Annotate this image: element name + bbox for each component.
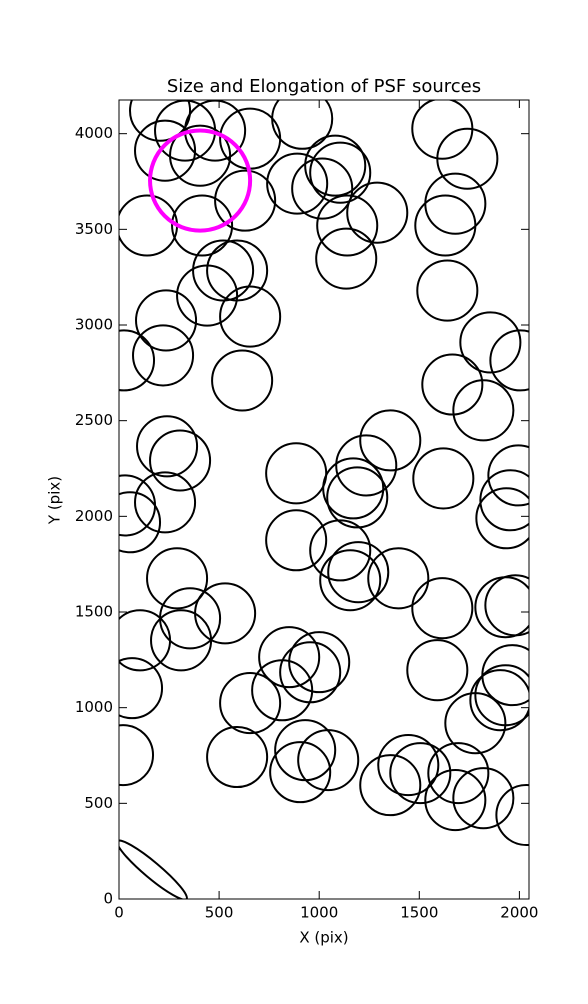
y-tick-label: 1500 — [75, 603, 113, 621]
source-circle — [416, 259, 479, 322]
source-circle — [134, 471, 197, 534]
source-circle — [346, 181, 409, 244]
source-circle — [452, 379, 515, 442]
x-tick-label: 0 — [114, 904, 124, 922]
source-circle — [150, 609, 213, 672]
source-circle — [214, 169, 277, 232]
source-circle — [452, 767, 515, 830]
source-circle — [487, 444, 529, 507]
source-circle — [469, 669, 529, 732]
source-circle — [315, 227, 378, 290]
source-circle — [414, 194, 477, 257]
source-circle — [206, 726, 269, 789]
highlight-circle — [148, 128, 253, 233]
source-circle — [319, 549, 382, 612]
source-circle — [135, 289, 198, 352]
source-circle — [389, 742, 452, 805]
source-circle — [495, 783, 529, 847]
source-circle — [134, 119, 197, 182]
source-circle — [479, 469, 529, 532]
y-tick-label: 3000 — [75, 316, 113, 334]
source-circle — [316, 194, 379, 257]
x-tick-label: 1000 — [300, 904, 338, 922]
y-tick-label: 500 — [84, 794, 113, 812]
source-circle — [194, 582, 257, 645]
source-circle — [459, 311, 522, 374]
reference-ellipse — [119, 839, 188, 899]
source-circle — [411, 577, 474, 640]
source-circle — [288, 631, 351, 694]
source-circle — [149, 429, 212, 492]
chart-title: Size and Elongation of PSF sources — [167, 76, 481, 97]
source-circle — [192, 239, 255, 302]
source-circle — [359, 754, 422, 817]
source-circle — [297, 729, 360, 792]
y-tick-label: 4000 — [75, 124, 113, 142]
source-circle — [132, 324, 195, 387]
y-tick-label: 3500 — [75, 220, 113, 238]
source-circle — [279, 641, 342, 704]
source-circle — [424, 769, 487, 832]
source-circle — [119, 657, 164, 720]
x-tick-label: 2000 — [500, 904, 538, 922]
source-circle — [359, 409, 422, 472]
source-circle — [335, 434, 398, 497]
source-circle — [444, 692, 507, 755]
plot-frame — [118, 99, 530, 900]
source-circle — [219, 672, 282, 735]
x-tick-label: 1500 — [400, 904, 438, 922]
source-circle — [129, 100, 192, 142]
y-tick-label: 2500 — [75, 411, 113, 429]
source-circle — [322, 457, 385, 520]
source-circle — [484, 574, 529, 637]
source-circle — [424, 172, 487, 235]
source-circle — [326, 466, 389, 529]
source-circle — [266, 152, 329, 215]
source-circle — [265, 509, 328, 572]
source-circle — [146, 547, 209, 610]
source-circle — [219, 285, 282, 348]
source-circle — [274, 719, 337, 782]
source-circle — [309, 519, 372, 582]
plot-marks — [119, 100, 529, 899]
source-circle — [327, 541, 390, 604]
source-circle — [119, 724, 155, 787]
source-circle — [436, 127, 499, 190]
source-circle — [176, 264, 239, 327]
source-circle — [377, 734, 440, 797]
source-circle — [421, 353, 484, 416]
y-tick-label: 1000 — [75, 698, 113, 716]
source-circle — [367, 547, 430, 610]
source-circle — [265, 442, 328, 505]
x-axis-label: X (pix) — [299, 929, 348, 947]
source-circle — [119, 194, 179, 257]
source-circle — [211, 349, 274, 412]
source-circle — [136, 415, 199, 478]
source-circle — [474, 576, 529, 639]
source-circle — [309, 141, 372, 204]
source-circle — [251, 659, 314, 722]
source-circle — [119, 329, 156, 392]
source-circle — [412, 447, 475, 510]
source-circle — [291, 157, 354, 220]
source-circle — [427, 742, 490, 805]
source-circle — [475, 487, 529, 550]
source-circle — [269, 741, 332, 804]
source-circle — [489, 329, 529, 392]
source-circle — [119, 491, 162, 554]
source-circle — [271, 100, 334, 150]
source-circle — [481, 644, 529, 707]
source-circle — [171, 194, 234, 257]
y-tick-label: 2000 — [75, 507, 113, 525]
y-tick-label: 0 — [103, 890, 113, 908]
source-circle — [406, 639, 469, 702]
x-tick-label: 500 — [205, 904, 234, 922]
y-axis-label: Y (pix) — [46, 476, 64, 525]
source-circle — [304, 134, 367, 197]
source-circle — [184, 100, 247, 162]
source-circle — [258, 626, 321, 689]
